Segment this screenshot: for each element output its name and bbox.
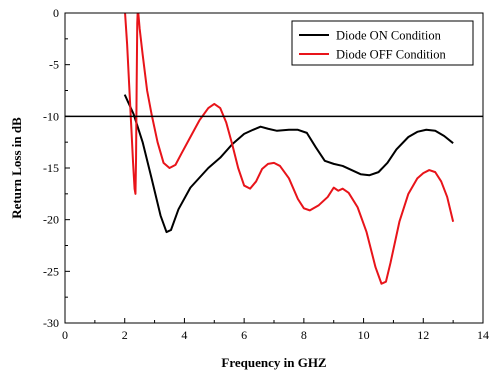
y-tick-label: -10 [43, 109, 59, 123]
y-tick-label: -20 [43, 213, 59, 227]
y-tick-label: -15 [43, 161, 59, 175]
x-tick-label: 10 [358, 328, 370, 342]
x-tick-label: 6 [241, 328, 247, 342]
legend-label-diode-on: Diode ON Condition [336, 29, 442, 43]
x-tick-label: 12 [417, 328, 429, 342]
series-line-diode-on [123, 94, 454, 234]
y-axis-title: Return Loss in dB [9, 117, 24, 219]
x-tick-label: 2 [122, 328, 128, 342]
y-axis: 0 -5 -10 -15 -20 -25 -30 [43, 6, 70, 330]
y-tick-label: -30 [43, 316, 59, 330]
x-axis-title: Frequency in GHZ [221, 355, 327, 370]
x-tick-label: 14 [477, 328, 489, 342]
legend-label-diode-off: Diode OFF Condition [336, 48, 446, 62]
x-tick-label: 8 [301, 328, 307, 342]
x-tick-label: 0 [62, 328, 68, 342]
legend-box [291, 20, 474, 66]
legend: Diode ON Condition Diode OFF Condition [291, 20, 474, 66]
series-line-diode-off [124, 13, 455, 285]
series-layer [123, 13, 455, 285]
x-tick-label: 4 [181, 328, 187, 342]
x-axis: 0 2 4 6 8 10 12 14 [62, 318, 489, 342]
y-tick-label: -25 [43, 264, 59, 278]
y-tick-label: -5 [49, 58, 59, 72]
y-tick-label: 0 [53, 6, 59, 20]
